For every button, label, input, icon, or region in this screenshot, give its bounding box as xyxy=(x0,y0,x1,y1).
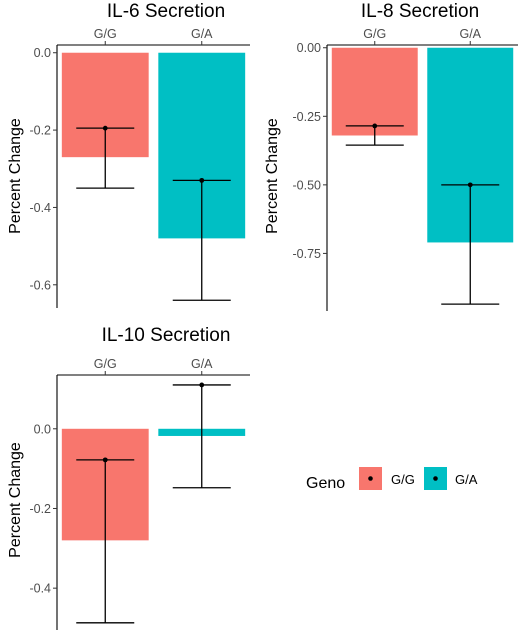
panel-title: IL-6 Secretion xyxy=(107,1,225,22)
errorbar-ga xyxy=(172,384,231,489)
panel-3: IL-10 Secretion Percent Change 0.0 -0.2 -0.4… xyxy=(7,325,250,630)
x-tick-label: G/A xyxy=(191,357,213,371)
point-gg xyxy=(372,123,378,129)
y-tick-label: -0.25 xyxy=(293,110,322,124)
x-tick-label: G/A xyxy=(191,27,213,41)
y-tick-label: 0.0 xyxy=(34,422,51,436)
legend-key-gg: G/G xyxy=(359,467,415,490)
y-tick-label: 0.0 xyxy=(34,46,51,60)
point-gg xyxy=(102,125,108,131)
x-tick-label: G/A xyxy=(459,27,481,41)
point-ga xyxy=(467,182,473,188)
point-ga xyxy=(199,177,205,183)
x-tick-label: G/G xyxy=(94,27,117,41)
panel-title: IL-8 Secretion xyxy=(361,1,479,22)
y-tick-label: -0.2 xyxy=(29,124,51,138)
x-tick-label: G/G xyxy=(363,27,386,41)
legend-dot-ga xyxy=(433,476,438,481)
y-axis-label: Percent Change xyxy=(7,118,24,234)
legend-label-ga: G/A xyxy=(455,472,478,487)
point-ga xyxy=(199,382,205,388)
y-tick-label: -0.4 xyxy=(29,582,51,596)
bar-gg xyxy=(331,47,418,136)
panel-title: IL-10 Secretion xyxy=(102,325,231,346)
legend-dot-gg xyxy=(368,476,373,481)
y-tick-label: -0.75 xyxy=(293,247,322,261)
legend-label-gg: G/G xyxy=(391,472,415,487)
panel-2: IL-8 Secretion Percent Change 0.00 -0.25 -0.… xyxy=(264,1,518,311)
y-tick-label: -0.6 xyxy=(29,278,51,292)
y-tick-label: -0.2 xyxy=(29,502,51,516)
y-axis-label: Percent Change xyxy=(7,442,24,558)
legend-key-ga: G/A xyxy=(424,467,478,490)
panel-1: IL-6 Secretion Percent Change 0.0 -0.2 -0.4 -… xyxy=(7,1,250,308)
panels: IL-6 Secretion Percent Change 0.0 -0.2 -0.4 -… xyxy=(7,1,518,630)
y-axis-label: Percent Change xyxy=(264,118,281,234)
y-tick-label: -0.50 xyxy=(293,178,322,192)
legend-title: Geno xyxy=(306,475,345,492)
legend: Geno G/G G/A xyxy=(306,467,478,492)
y-tick-label: 0.00 xyxy=(297,41,321,55)
point-gg xyxy=(102,457,108,463)
x-tick-label: G/G xyxy=(94,357,117,371)
y-tick-label: -0.4 xyxy=(29,201,51,215)
